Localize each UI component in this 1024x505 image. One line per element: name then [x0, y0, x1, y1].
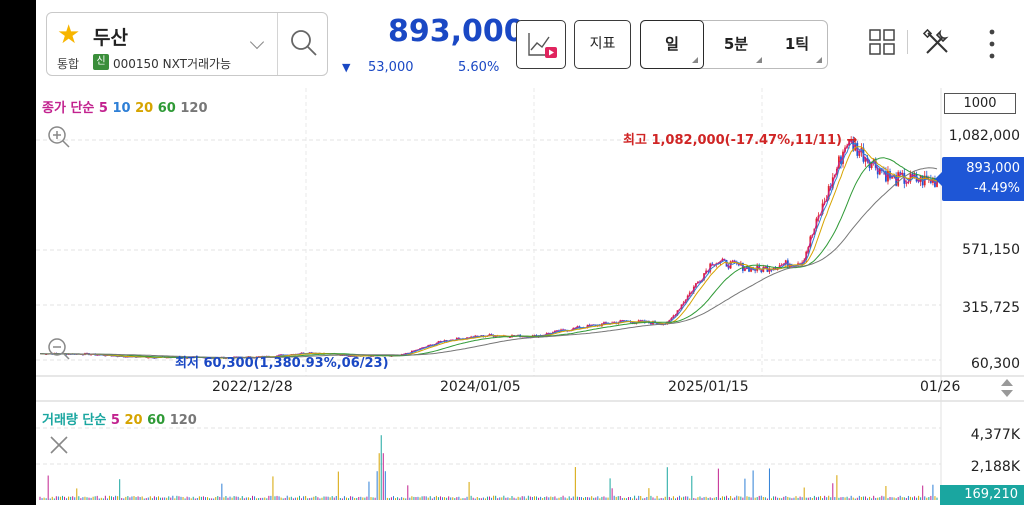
period-selector: 일 5분 1틱	[640, 20, 828, 69]
ma-legend-item: 20	[135, 101, 154, 116]
current-volume-tag: 169,210	[940, 485, 1024, 505]
ma-legend-item: 60	[157, 101, 176, 116]
indicator-button[interactable]: 지표	[574, 20, 631, 69]
volume-legend-item: 5	[110, 413, 120, 428]
market-label: 통합	[57, 57, 80, 71]
ma-line-120	[40, 167, 938, 359]
y-axis-label: 1,082,000	[948, 128, 1020, 144]
zoom-out-icon[interactable]	[46, 336, 72, 362]
y-axis-label: 571,150	[962, 242, 1020, 258]
more-options-icon[interactable]	[980, 28, 1004, 60]
search-button[interactable]	[277, 13, 329, 75]
volume-bars	[39, 435, 938, 500]
right-arrow-icon: →	[846, 133, 858, 148]
grid-layout-icon[interactable]	[868, 28, 896, 56]
volume-legend: 거래량 단순 5 20 60 120	[42, 409, 197, 428]
ma-legend-item: 10	[112, 101, 131, 116]
chart-video-icon	[528, 33, 557, 58]
volume-legend-prefix: 거래량 단순	[42, 413, 107, 428]
volume-y-axis-label: 4,377K	[970, 427, 1020, 443]
current-price-tag: 893,000 -4.49%	[935, 157, 1024, 201]
high-price-label: 최고 1,082,000(-17.47%,11/11)	[623, 133, 842, 148]
stock-chart-app: ★ 두산 통합 신 000150 NXT거래가능 893,000 ▼ 53,00…	[36, 0, 1024, 505]
ma-legend-item: 5	[98, 101, 108, 116]
volume-y-axis-label: 2,188K	[970, 459, 1020, 475]
volume-legend-item: 120	[169, 413, 197, 428]
zoom-in-icon[interactable]	[46, 124, 72, 150]
scale-input[interactable]: 1000	[944, 93, 1016, 114]
star-icon[interactable]: ★	[57, 20, 81, 50]
period-tab-5min[interactable]: 5분	[705, 21, 767, 68]
ma-line-20	[40, 146, 938, 359]
x-axis-label: 2022/12/28	[212, 379, 293, 395]
settings-tools-icon[interactable]	[922, 28, 952, 58]
ma-legend-item: 120	[180, 101, 208, 116]
x-axis-label: 2024/01/05	[440, 379, 521, 395]
period-label: 5분	[723, 35, 749, 53]
period-label: 일	[665, 35, 679, 53]
period-label: 1틱	[784, 35, 810, 53]
price-change-percent: 5.60%	[458, 60, 500, 75]
period-tab-daily[interactable]: 일	[640, 20, 704, 69]
current-price-tag-change: -4.49%	[974, 181, 1020, 196]
ma-line-60	[40, 157, 938, 359]
header-divider	[907, 30, 908, 54]
low-price-annotation: 최저 60,300(1,380.93%,06/23)	[175, 356, 389, 371]
stock-name: 두산	[93, 27, 128, 49]
credit-badge: 신	[93, 54, 109, 70]
close-icon[interactable]	[48, 434, 70, 456]
price-change: 53,000	[368, 60, 414, 75]
scroll-arrows-icon[interactable]	[998, 377, 1016, 399]
corner-indicator-icon	[756, 57, 762, 63]
ma-legend: 종가 단순 5 10 20 60 120	[42, 97, 208, 116]
y-axis-label: 315,725	[962, 300, 1020, 316]
search-icon	[291, 30, 317, 56]
stock-code-info: 000150 NXT거래가능	[113, 57, 232, 71]
x-axis-label: 2025/01/15	[668, 379, 749, 395]
high-price-annotation: 최고 1,082,000(-17.47%,11/11) →	[623, 129, 857, 148]
chart-type-button[interactable]	[516, 20, 566, 69]
volume-legend-item: 60	[147, 413, 166, 428]
corner-indicator-icon	[816, 57, 822, 63]
ma-line-10	[40, 142, 938, 359]
period-tab-1tick[interactable]: 1틱	[767, 21, 827, 68]
down-triangle-icon: ▼	[342, 61, 351, 74]
ma-legend-prefix: 종가 단순	[42, 101, 95, 116]
x-axis-label: 01/26	[920, 379, 961, 395]
stock-selector[interactable]: ★ 두산 통합 신 000150 NXT거래가능	[46, 12, 328, 76]
price-volume-chart[interactable]	[36, 88, 1024, 505]
price-candles	[41, 136, 938, 359]
current-price-tag-value: 893,000	[966, 161, 1020, 176]
ma-line-5	[40, 138, 938, 360]
current-price: 893,000	[388, 14, 525, 49]
moving-average-lines	[40, 138, 938, 360]
chevron-down-icon[interactable]	[249, 34, 265, 50]
volume-legend-item: 20	[124, 413, 143, 428]
chart-grid	[36, 88, 1024, 505]
y-axis-label: 60,300	[971, 356, 1020, 372]
corner-indicator-icon	[692, 57, 698, 63]
